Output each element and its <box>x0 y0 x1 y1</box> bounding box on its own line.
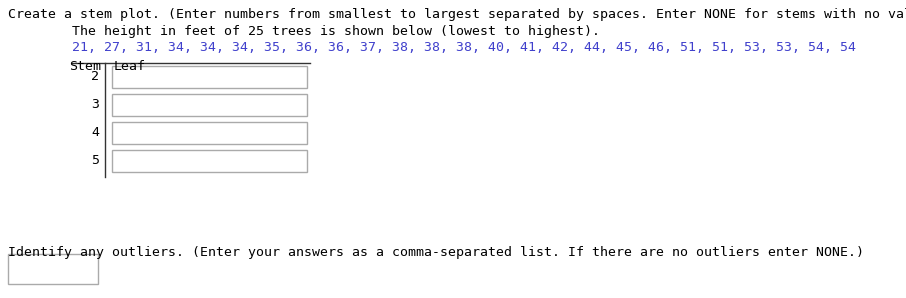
Text: Leaf: Leaf <box>114 60 146 73</box>
Text: Stem: Stem <box>69 60 101 73</box>
Text: 2: 2 <box>91 71 99 83</box>
Text: 3: 3 <box>91 99 99 111</box>
FancyBboxPatch shape <box>112 122 307 144</box>
Text: Create a stem plot. (Enter numbers from smallest to largest separated by spaces.: Create a stem plot. (Enter numbers from … <box>8 8 906 21</box>
FancyBboxPatch shape <box>112 150 307 172</box>
FancyBboxPatch shape <box>112 66 307 88</box>
FancyBboxPatch shape <box>112 94 307 116</box>
FancyBboxPatch shape <box>8 254 98 284</box>
Text: Identify any outliers. (Enter your answers as a comma-separated list. If there a: Identify any outliers. (Enter your answe… <box>8 246 864 259</box>
Text: The height in feet of 25 trees is shown below (lowest to highest).: The height in feet of 25 trees is shown … <box>72 25 600 38</box>
Text: 4: 4 <box>91 126 99 139</box>
Text: 21, 27, 31, 34, 34, 34, 35, 36, 36, 37, 38, 38, 38, 40, 41, 42, 44, 45, 46, 51, : 21, 27, 31, 34, 34, 34, 35, 36, 36, 37, … <box>72 41 856 54</box>
Text: 5: 5 <box>91 154 99 167</box>
